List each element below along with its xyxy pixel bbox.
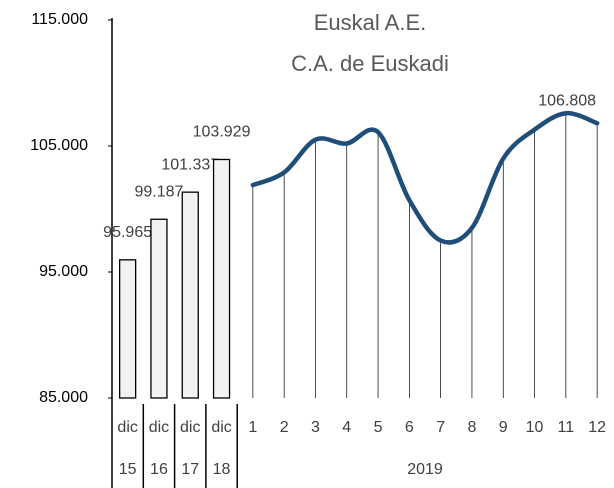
x-tick-label: 2: [280, 419, 289, 436]
group-label: 18: [213, 461, 231, 478]
x-tick-label: 5: [374, 419, 383, 436]
x-tick-label: dic: [180, 419, 200, 436]
group-label: 15: [119, 461, 137, 478]
data-label: 99.187: [134, 183, 183, 200]
x-tick-label: dic: [117, 419, 137, 436]
chart-subtitle: C.A. de Euskadi: [291, 51, 449, 76]
data-label: 95.965: [103, 224, 152, 241]
y-tick-label: 95.000: [39, 263, 88, 280]
x-tick-label: 10: [526, 419, 544, 436]
data-label: 101.337: [161, 156, 219, 173]
x-tick-label: 1: [248, 419, 257, 436]
chart-title: Euskal A.E.: [314, 10, 427, 35]
x-tick-label: dic: [149, 419, 169, 436]
data-label: 103.929: [193, 124, 251, 141]
y-tick-label: 105.000: [30, 137, 88, 154]
x-tick-label: 12: [588, 419, 606, 436]
y-tick-label: 115.000: [31, 11, 88, 28]
bar: [181, 191, 199, 399]
x-tick-label: dic: [211, 419, 231, 436]
x-tick-label: 3: [311, 419, 320, 436]
data-label: 106.808: [538, 92, 596, 109]
bar: [150, 218, 168, 399]
x-tick-label: 9: [499, 419, 508, 436]
x-tick-label: 4: [342, 419, 351, 436]
x-tick-label: 11: [558, 419, 575, 436]
line: [250, 110, 600, 245]
x-tick-label: 8: [467, 419, 476, 436]
group-label: 16: [150, 461, 168, 478]
y-tick-label: 85.000: [39, 389, 88, 406]
bar: [212, 158, 231, 399]
group-label: 2019: [407, 461, 443, 478]
x-tick-label: 7: [436, 419, 445, 436]
x-tick-label: 6: [405, 419, 414, 436]
group-label: 17: [181, 461, 199, 478]
bar: [119, 259, 137, 399]
